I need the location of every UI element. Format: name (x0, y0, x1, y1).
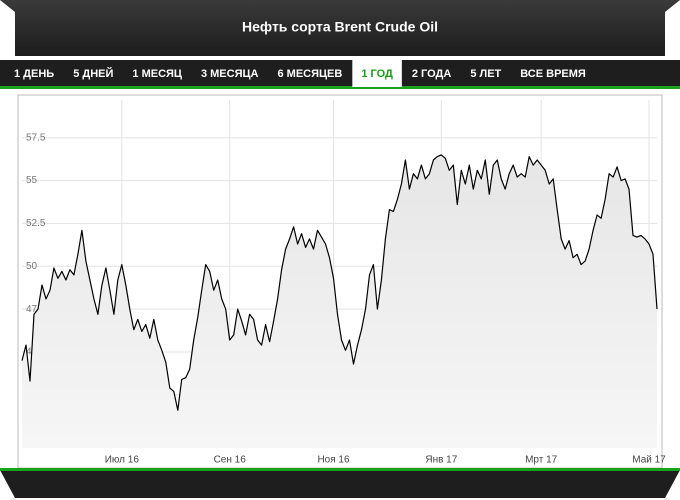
y-tick-label: 47.5 (26, 304, 46, 315)
x-tick-label: Ноя 16 (317, 455, 350, 466)
price-line (21, 154, 658, 411)
title: Нефть сорта Brent Crude Oil (242, 19, 438, 35)
y-tick-label: 55 (26, 175, 38, 186)
x-tick-label: Июл 16 (105, 455, 140, 466)
tab[interactable]: 6 МЕСЯЦЕВ (277, 68, 342, 80)
tab-underline (0, 86, 680, 89)
x-tick-label: Май 17 (632, 455, 666, 466)
tab[interactable]: 1 МЕСЯЦ (132, 68, 182, 80)
tab[interactable]: 2 ГОДА (412, 68, 452, 80)
y-tick-label: 50 (26, 261, 38, 272)
tab[interactable]: 5 ЛЕТ (470, 68, 501, 80)
footer-line (0, 468, 680, 471)
tab[interactable]: 1 ДЕНЬ (14, 68, 54, 80)
y-tick-label: 52.5 (26, 218, 46, 229)
tab[interactable]: 5 ДНЕЙ (73, 67, 113, 80)
tab[interactable]: ВСЕ ВРЕМЯ (520, 68, 586, 80)
x-tick-label: Янв 17 (425, 455, 457, 466)
area (22, 154, 657, 448)
tab[interactable]: 3 МЕСЯЦА (201, 68, 259, 80)
x-tick-label: Сен 16 (214, 455, 247, 466)
y-tick-label: 57.5 (26, 132, 46, 143)
active-tab-bg[interactable] (352, 60, 402, 87)
header-bar (0, 0, 680, 56)
tab[interactable]: 1 ГОД (361, 68, 393, 80)
x-tick-label: Мрт 17 (525, 455, 558, 466)
tab-bar (0, 60, 680, 87)
footer-bar (0, 470, 680, 498)
